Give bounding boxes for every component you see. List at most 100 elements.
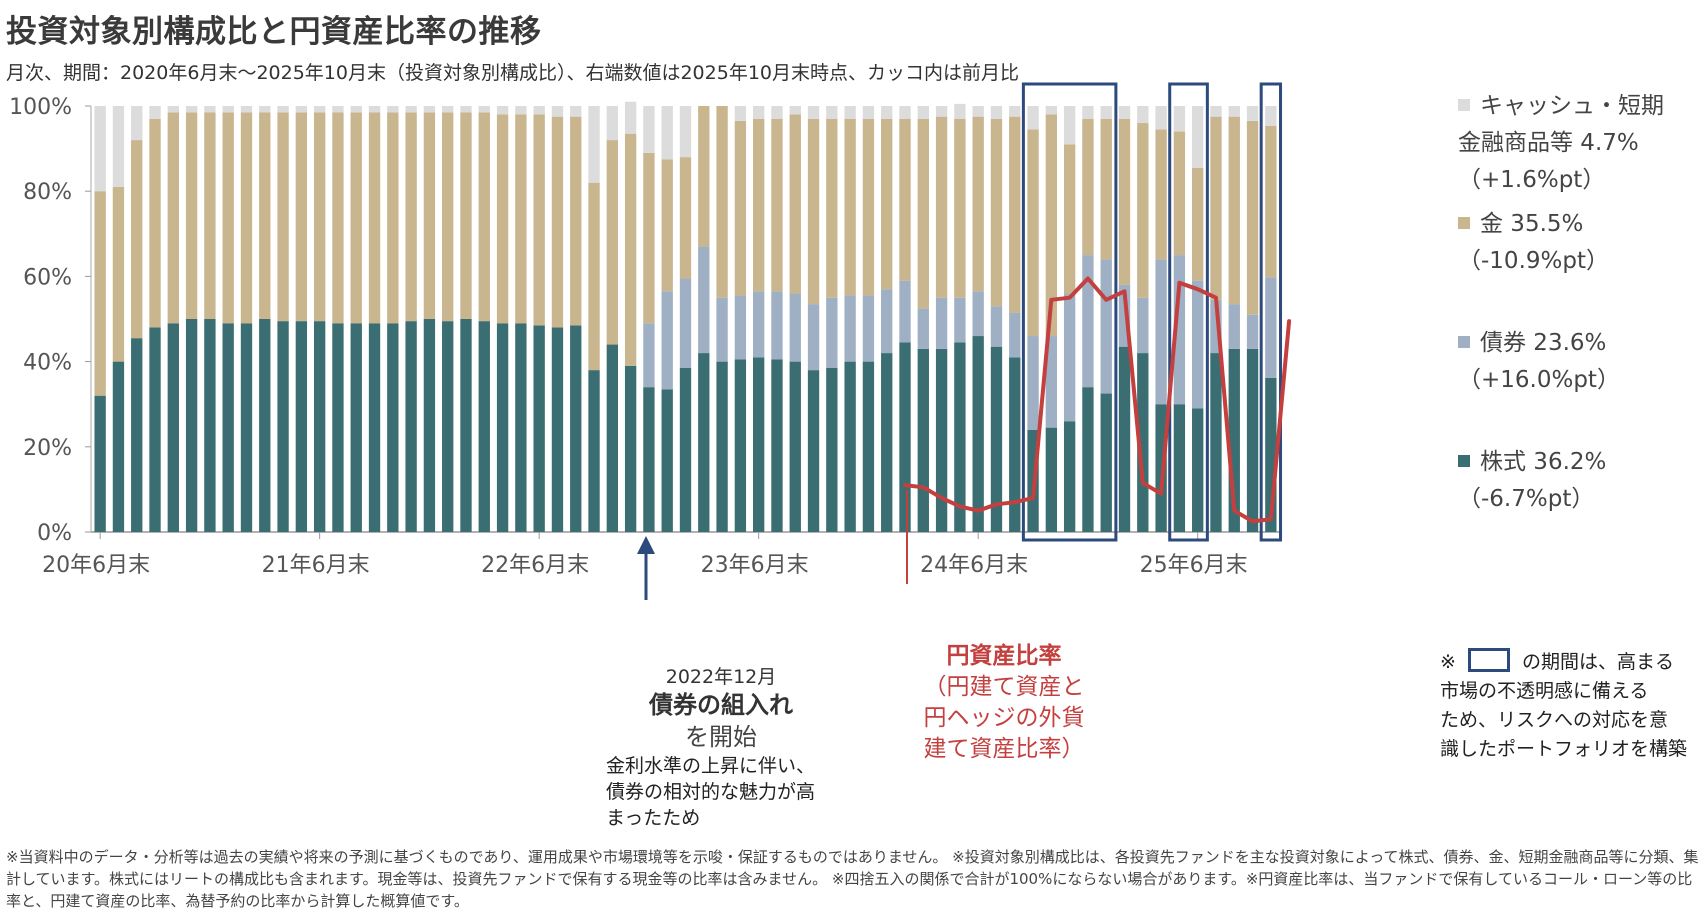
legend-label: （+16.0%pt） <box>1458 367 1620 393</box>
gold-bar <box>679 157 692 279</box>
note-prefix: ※ <box>1440 651 1456 673</box>
cash-bar <box>460 106 472 113</box>
highlight-note: ※ の期間は、高まる 市場の不透明感に備える ため、リスクへの対応を意 識したポ… <box>1440 648 1700 764</box>
cash-bar <box>313 106 326 113</box>
bond-bar <box>734 295 747 360</box>
x-tick-label: 20年6月末 <box>42 553 150 578</box>
cash-bar <box>1118 106 1131 119</box>
stock-bar <box>826 367 838 532</box>
stock-bar <box>1118 346 1131 532</box>
gold-bar <box>789 114 801 294</box>
gold-bar <box>259 112 271 319</box>
stock-bar <box>570 325 582 532</box>
stock-bar <box>387 323 399 532</box>
y-tick-label: 100% <box>9 95 72 120</box>
bond-bar <box>881 289 893 354</box>
stock-bar <box>771 359 783 532</box>
cash-bar <box>734 106 747 121</box>
bond-bar <box>1210 299 1222 354</box>
gold-bar <box>570 116 582 326</box>
stock-bar <box>1100 393 1112 532</box>
cash-bar <box>387 106 399 113</box>
gold-bar <box>185 112 198 319</box>
y-tick-label: 60% <box>23 265 72 290</box>
cash-bar <box>771 106 783 119</box>
gold-bar <box>1210 116 1222 300</box>
stock-bar <box>204 319 216 532</box>
cash-bar <box>1192 106 1204 168</box>
stock-bar <box>259 319 271 532</box>
gold-bar <box>899 118 911 281</box>
cash-bar <box>496 106 509 115</box>
cash-bar <box>332 106 344 113</box>
legend-label: 金 35.5% <box>1480 211 1584 237</box>
gold-bar <box>862 118 875 296</box>
cash-bar <box>405 106 417 113</box>
legend-label: （+1.6%pt） <box>1458 167 1606 193</box>
y-tick-label: 40% <box>23 351 72 376</box>
cash-bar <box>478 106 490 113</box>
bond-start-date: 2022年12月 <box>665 666 777 688</box>
bond-bar <box>643 323 655 388</box>
stock-bar <box>606 344 619 532</box>
cash-bar <box>112 106 125 187</box>
legend-item-gold: 金 35.5% （-10.9%pt） <box>1458 206 1609 280</box>
footnote: ※当資料中のデータ・分析等は過去の実績や将来の予測に基づくものであり、運用成果や… <box>6 848 1699 910</box>
bond-start-heading: 債券の組入れ <box>649 691 793 719</box>
stock-bar <box>1009 357 1021 532</box>
gold-bar <box>826 118 838 298</box>
bond-bar <box>807 304 820 371</box>
bond-bar <box>771 291 783 360</box>
gold-bar <box>606 140 619 345</box>
gold-bar <box>1246 120 1259 315</box>
bond-bar <box>1137 297 1149 354</box>
gold-bar <box>972 116 984 292</box>
gold-bar <box>716 106 728 298</box>
cash-bar <box>990 106 1003 119</box>
cash-bar <box>149 106 161 119</box>
gold-bar <box>1082 118 1094 256</box>
gold-bar <box>661 159 673 292</box>
cash-bar <box>515 106 527 115</box>
gold-bar <box>112 186 125 362</box>
cash-bar <box>679 106 692 158</box>
gold-bar <box>1100 118 1112 260</box>
legend-item-bond: 債券 23.6% （+16.0%pt） <box>1458 325 1620 399</box>
gold-bar <box>149 118 161 328</box>
stock-bar <box>899 342 911 532</box>
stock-bar <box>460 319 472 532</box>
gold-bar <box>1155 129 1167 260</box>
bond-bar <box>1228 304 1240 349</box>
stock-bar <box>313 321 326 532</box>
gold-bar <box>551 116 564 328</box>
legend-label: キャッシュ・短期 <box>1480 93 1664 119</box>
x-tick-label: 21年6月末 <box>262 553 370 578</box>
gold-bar <box>807 118 820 305</box>
gold-bar <box>643 152 655 324</box>
bond-bar <box>1118 284 1131 347</box>
stock-bar <box>1246 348 1259 532</box>
stock-bar <box>679 367 692 532</box>
gold-bar <box>1173 131 1186 256</box>
cash-bar <box>789 106 801 115</box>
legend-label: 金融商品等 4.7% <box>1458 130 1639 156</box>
cash-bar <box>1009 106 1021 117</box>
cash-bar <box>1137 106 1149 124</box>
stock-bar <box>917 348 929 532</box>
gold-bar <box>881 118 893 290</box>
stock-bar <box>551 327 564 532</box>
bond-bar <box>1155 259 1167 405</box>
cash-bar <box>1045 106 1058 115</box>
gold-bar <box>240 112 253 324</box>
gold-bar <box>423 112 436 319</box>
stock-bar <box>295 321 308 532</box>
bond-bar <box>1265 277 1277 378</box>
gold-bar <box>917 118 929 309</box>
gold-bar <box>1063 144 1076 294</box>
bond-bar <box>954 297 966 343</box>
cash-bar <box>350 106 362 113</box>
stock-bar <box>332 323 344 532</box>
cash-bar <box>259 106 271 113</box>
stock-bar <box>1210 353 1222 532</box>
